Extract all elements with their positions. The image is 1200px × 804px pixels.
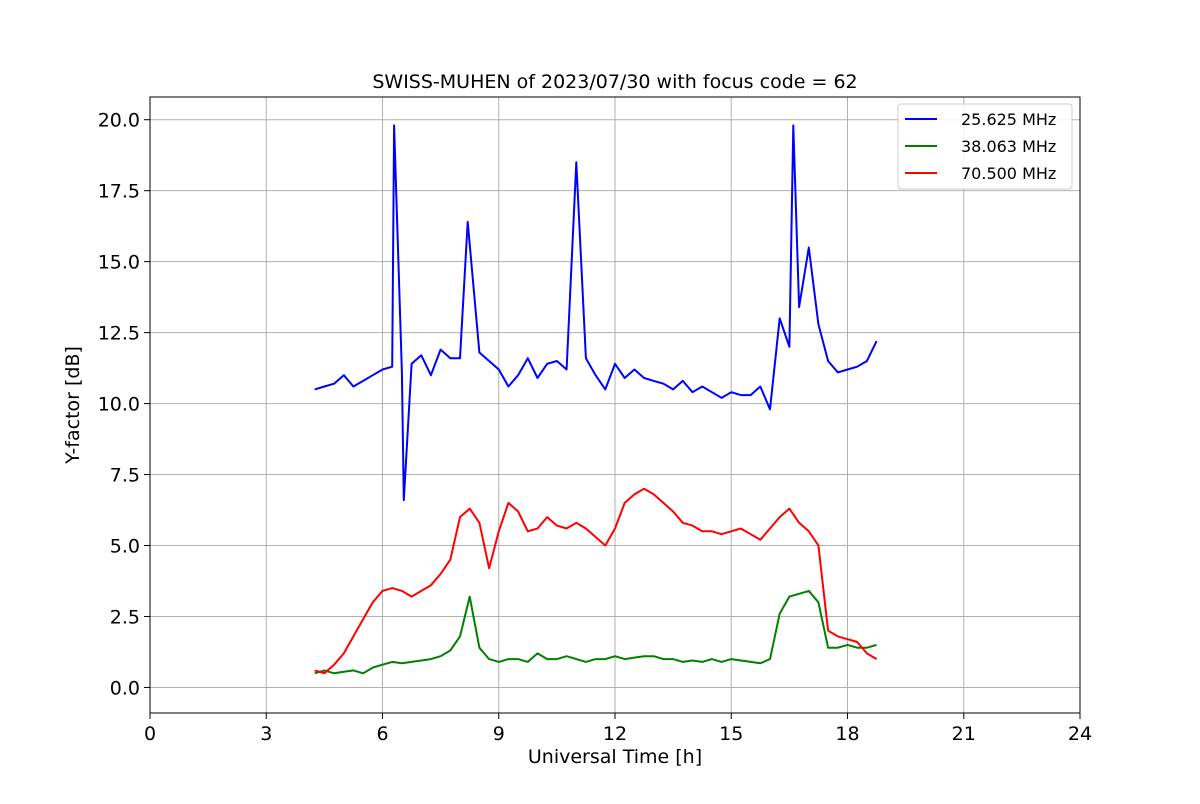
- legend-label: 25.625 MHz: [961, 110, 1056, 129]
- series-line-38-063-mhz: [314, 589, 877, 675]
- x-tick-label: 3: [260, 723, 272, 745]
- x-tick-label: 15: [719, 723, 743, 745]
- y-axis-label: Y-factor [dB]: [62, 346, 84, 465]
- y-tick-label: 0.0: [110, 677, 140, 699]
- x-tick-label: 0: [144, 723, 156, 745]
- legend-label: 38.063 MHz: [961, 137, 1056, 156]
- x-axis-label: Universal Time [h]: [528, 746, 702, 768]
- chart-title: SWISS-MUHEN of 2023/07/30 with focus cod…: [372, 71, 857, 93]
- y-tick-label: 5.0: [110, 536, 140, 558]
- y-tick-label: 17.5: [98, 181, 140, 203]
- series-line-25-625-mhz: [314, 124, 878, 502]
- series-line-70-500-mhz: [314, 487, 878, 675]
- x-tick-label: 9: [493, 723, 505, 745]
- y-tick-label: 7.5: [110, 465, 140, 487]
- y-tick-label: 15.0: [98, 252, 140, 274]
- x-tick-label: 21: [952, 723, 976, 745]
- x-tick-label: 12: [603, 723, 627, 745]
- legend: 25.625 MHz 38.063 MHz 70.500 MHz: [897, 103, 1073, 190]
- x-tick-label: 18: [835, 723, 859, 745]
- y-tick-label: 12.5: [98, 323, 140, 345]
- series-layer: [314, 124, 878, 675]
- x-tick-label: 24: [1068, 723, 1092, 745]
- legend-label: 70.500 MHz: [961, 164, 1056, 183]
- y-tick-label: 10.0: [98, 394, 140, 416]
- y-tick-label: 20.0: [98, 110, 140, 132]
- y-tick-label: 2.5: [110, 606, 140, 628]
- axis-ticks: 0 3 6 9 12 15 18 21 24 0.0 2.5 5.0 7.5 10.0 12.5 15.0 17…: [98, 110, 1092, 745]
- legend-box: [897, 103, 1073, 190]
- x-tick-label: 6: [376, 723, 388, 745]
